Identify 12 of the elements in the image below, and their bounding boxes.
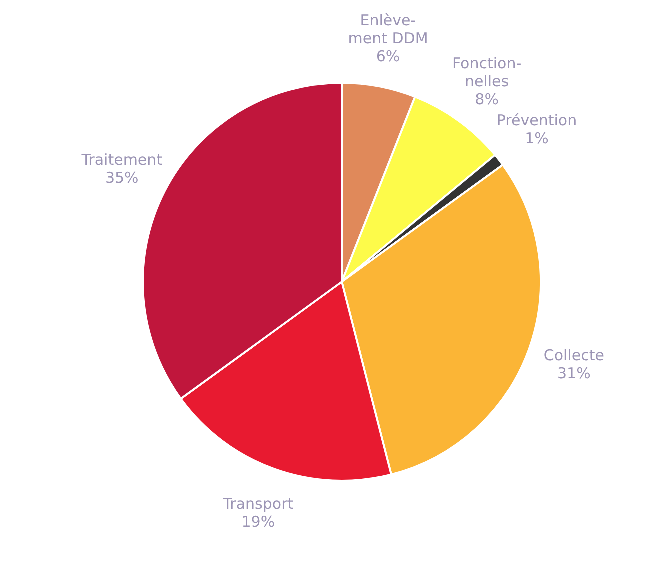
data-label: 8%	[475, 90, 499, 108]
slice-label: Traitement	[80, 150, 163, 169]
data-label: 19%	[242, 513, 276, 532]
slice-label: Prévention	[496, 112, 578, 130]
slice-label: Fonction- nelles	[452, 54, 522, 90]
data-label: 35%	[105, 168, 139, 187]
data-label: 6%	[376, 48, 400, 66]
slice-label: Collecte	[544, 346, 604, 364]
slice-label: Enlève- ment DDM	[348, 12, 428, 48]
slice-label: Transport	[222, 495, 294, 514]
data-label: 31%	[558, 364, 591, 382]
data-label: 1%	[525, 130, 549, 148]
